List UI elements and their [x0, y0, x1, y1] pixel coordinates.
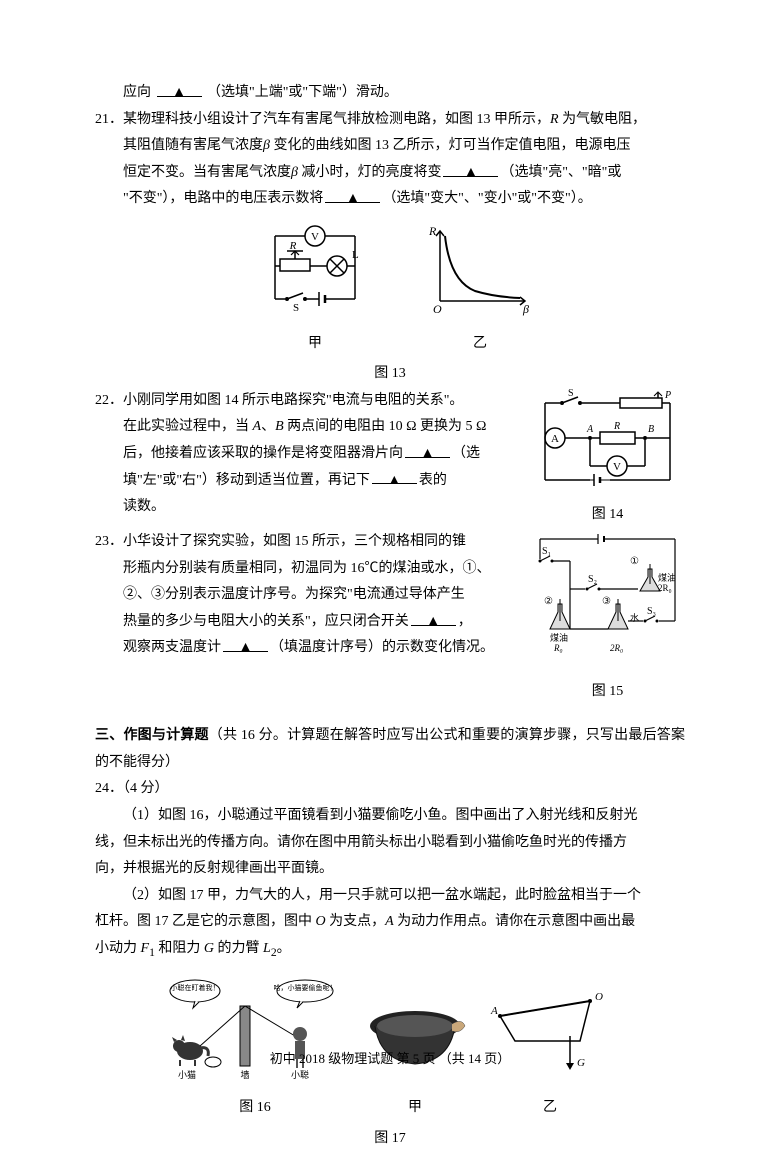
q20-blank[interactable]: ▲: [157, 80, 202, 97]
svg-text:L: L: [352, 249, 359, 261]
voltmeter-label: V: [311, 231, 319, 243]
svg-text:A: A: [551, 433, 559, 445]
svg-text:S: S: [293, 302, 299, 314]
section3-header: 三、作图与计算题（共 16 分。计算题在解答时应写出公式和重要的演算步骤，只写出…: [95, 723, 685, 776]
q21-line1b: 为气敏电阻，: [559, 112, 647, 127]
svg-text:R₀: R₀: [553, 643, 563, 653]
svg-text:R: R: [613, 421, 620, 432]
q24-p1b: 线，但未标出光的传播方向。请你在图中用箭头标出小聪看到小猫偷吃鱼时光的传播方: [95, 830, 685, 857]
svg-text:O: O: [595, 991, 603, 1003]
q23-num: 23．: [95, 534, 123, 549]
fig14-svg: S P A A R B: [530, 388, 685, 488]
svg-text:煤油: 煤油: [550, 632, 568, 643]
q23: 23．小华设计了探究实验，如图 15 所示，三个规格相同的锥 形瓶内分别装有质量…: [95, 529, 685, 705]
svg-text:P: P: [664, 390, 671, 401]
fig13-caption: 图 13: [95, 361, 685, 388]
svg-text:β: β: [522, 302, 529, 316]
q20-tail: 应向 ▲ （选填"上端"或"下端"）滑动。: [95, 80, 685, 107]
q21-num: 21．: [95, 112, 123, 127]
svg-text:A: A: [490, 1005, 498, 1017]
svg-text:S₂: S₂: [588, 574, 597, 585]
svg-text:2R₀: 2R₀: [610, 643, 623, 653]
q24-p2a: （2）如图 17 甲，力气大的人，用一只手就可以把一盆水端起，此时脸盆相当于一个: [95, 883, 685, 910]
svg-text:煤油: 煤油: [658, 572, 676, 583]
q21-l3: 恒定不变。当有害尾气浓度β 减小时，灯的亮度将变▲（选填"亮"、"暗"或: [95, 160, 685, 187]
svg-text:③: ③: [602, 596, 611, 607]
svg-text:O: O: [433, 302, 442, 316]
page-footer: 初中 2018 级物理试题 第 5 页 （共 14 页）: [0, 1047, 780, 1072]
svg-text:R: R: [289, 240, 297, 252]
q22-num: 22．: [95, 393, 123, 408]
q24-num: 24．（4 分）: [95, 776, 685, 803]
fig13-jia-label: 甲: [245, 331, 385, 358]
svg-text:S₃: S₃: [647, 606, 656, 617]
fig14-caption: 图 14: [530, 502, 685, 529]
q24-p1c: 向，并根据光的反射规律画出平面镜。: [95, 856, 685, 883]
q23-blank1[interactable]: ▲: [411, 609, 456, 626]
q20-text-a: 应向: [123, 85, 151, 100]
fig13-jia: V R L S: [245, 221, 385, 357]
q21-l4: "不变"），电路中的电压表示数将▲（选填"变大"、"变小"或"不变"）。: [95, 186, 685, 213]
q20-text-b: （选填"上端"或"下端"）滑动。: [207, 85, 398, 100]
svg-text:S₁: S₁: [542, 546, 551, 557]
q22-blank2[interactable]: ▲: [372, 468, 417, 485]
q23-blank2[interactable]: ▲: [223, 635, 268, 652]
fig13-yi-label: 乙: [425, 331, 535, 358]
q21: 21．某物理科技小组设计了汽车有害尾气排放检测电路，如图 13 甲所示，R 为气…: [95, 107, 685, 134]
figure-13: V R L S: [95, 221, 685, 357]
fig15-caption: 图 15: [530, 679, 685, 706]
svg-text:B: B: [648, 424, 654, 435]
fig17-jia-label: 甲: [360, 1095, 470, 1122]
svg-text:2R₀: 2R₀: [658, 583, 672, 593]
q24-p2c: 小动力 F1 和阻力 G 的力臂 L2。: [95, 936, 685, 964]
svg-text:哈，小猫要偷鱼呢！: 哈，小猫要偷鱼呢！: [274, 983, 337, 992]
svg-text:S: S: [568, 388, 574, 399]
q21-r: R: [550, 112, 559, 127]
q22: 22．小刚同学用如图 14 所示电路探究"电流与电阻的关系"。 在此实验过程中，…: [95, 388, 685, 529]
fig16-caption: 图 16: [165, 1095, 345, 1122]
q24-p2b: 杠杆。图 17 乙是它的示意图，图中 O 为支点，A 为动力作用点。请你在示意图…: [95, 909, 685, 936]
svg-text:①: ①: [630, 556, 639, 567]
svg-text:V: V: [613, 461, 621, 473]
q22-blank1[interactable]: ▲: [405, 441, 450, 458]
q21-blank2[interactable]: ▲: [325, 186, 380, 203]
svg-text:②: ②: [544, 596, 553, 607]
q21-blank1[interactable]: ▲: [443, 160, 498, 177]
fig13-yi: R O β 乙: [425, 221, 535, 357]
q24-p1a: （1）如图 16，小聪通过平面镜看到小猫要偷吃小鱼。图中画出了入射光线和反射光: [95, 803, 685, 830]
fig17-yi-label: 乙: [485, 1095, 615, 1122]
svg-text:R: R: [428, 224, 437, 238]
q21-line1: 某物理科技小组设计了汽车有害尾气排放检测电路，如图 13 甲所示，: [123, 112, 550, 127]
svg-text:小聪在盯着我！: 小聪在盯着我！: [171, 983, 220, 992]
fig15-svg: S₁ ① 煤油 2R₀ S₂ ② 煤油 R₀ ③: [530, 529, 685, 664]
svg-text:A: A: [586, 424, 594, 435]
fig17-caption: 图 17: [95, 1126, 685, 1153]
q21-l2: 其阻值随有害尾气浓度β 变化的曲线如图 13 乙所示，灯可当作定值电阻，电源电压: [95, 133, 685, 160]
